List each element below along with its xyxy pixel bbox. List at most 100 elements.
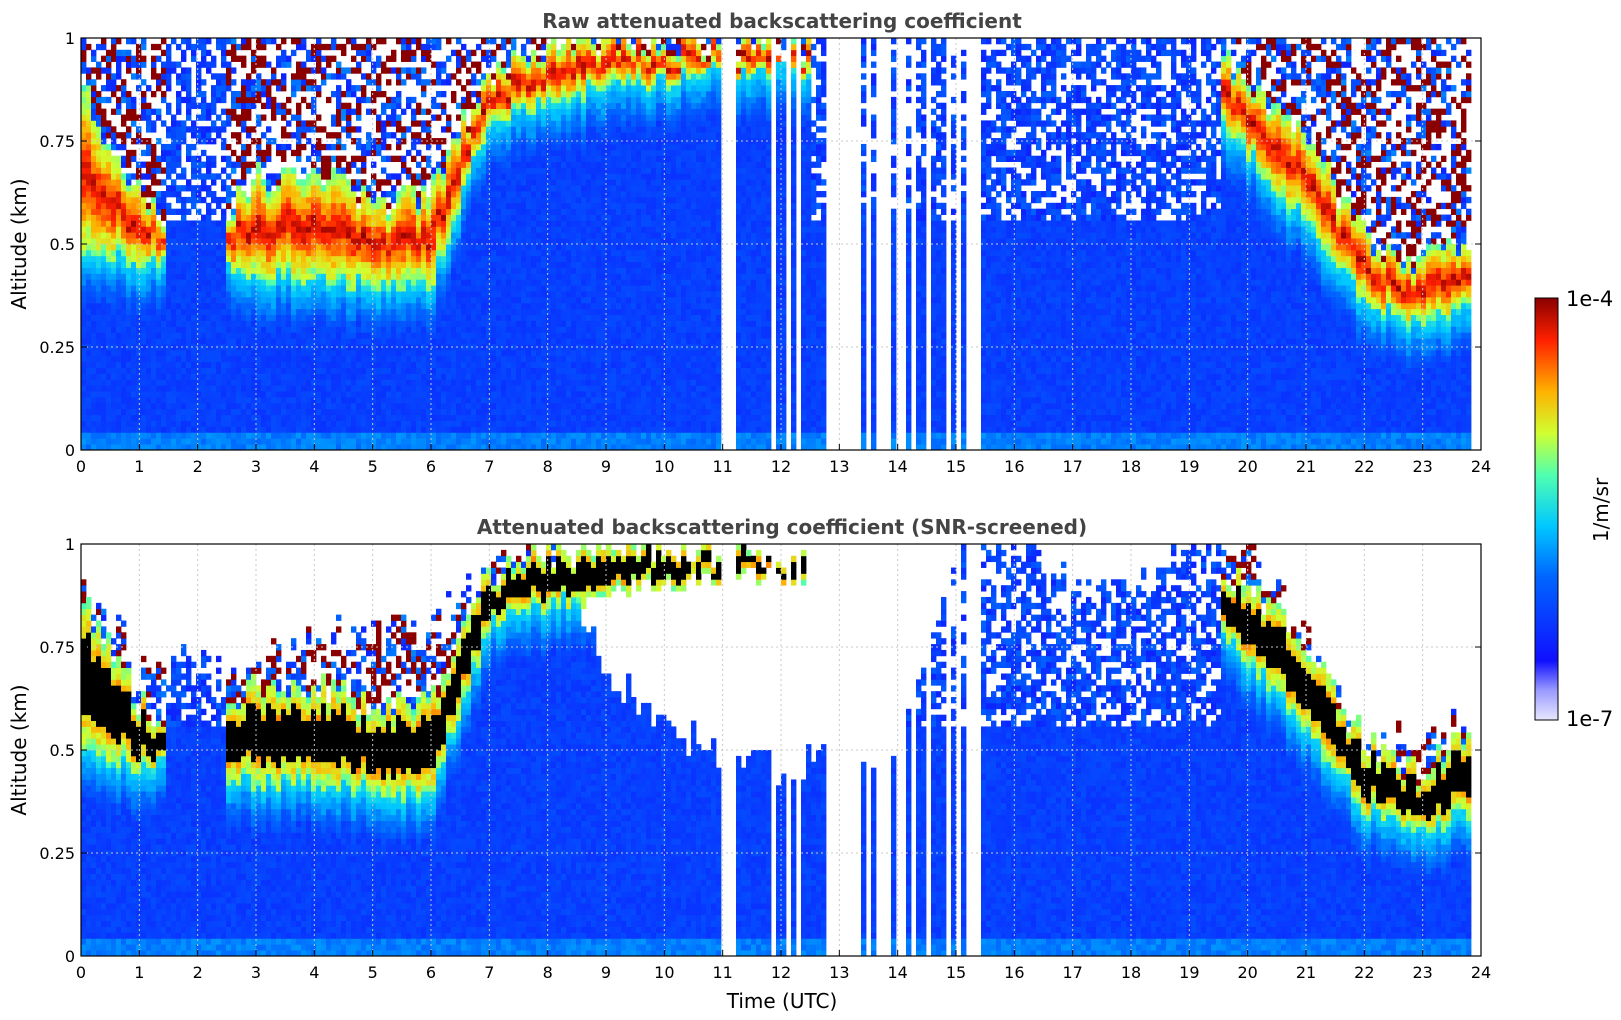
heat-cell xyxy=(456,303,461,309)
heat-cell xyxy=(351,226,356,232)
heat-cell xyxy=(471,262,476,268)
heat-cell xyxy=(236,103,241,109)
heat-cell xyxy=(81,397,86,403)
heat-cell xyxy=(431,409,436,415)
heat-cell xyxy=(461,126,466,132)
heat-cell xyxy=(486,373,491,379)
heat-cell xyxy=(301,279,306,285)
heat-cell xyxy=(196,315,201,321)
heat-cell xyxy=(356,379,361,385)
heat-cell xyxy=(166,256,171,262)
heat-cell xyxy=(186,197,191,203)
heat-cell xyxy=(326,409,331,415)
heat-cell xyxy=(471,120,476,126)
heat-cell xyxy=(336,315,341,321)
heat-cell xyxy=(321,403,326,409)
heat-cell xyxy=(196,209,201,215)
heat-cell xyxy=(161,97,166,103)
heat-cell xyxy=(246,279,251,285)
heat-cell xyxy=(166,432,171,438)
heat-cell xyxy=(451,279,456,285)
heat-cell xyxy=(216,203,221,209)
heat-cell xyxy=(106,144,111,150)
heat-cell xyxy=(81,297,86,303)
heat-cell xyxy=(486,421,491,427)
heat-cell xyxy=(191,268,196,274)
heat-cell xyxy=(216,409,221,415)
heat-cell xyxy=(101,303,106,309)
heat-cell xyxy=(111,162,116,168)
heat-cell xyxy=(421,79,426,85)
heat-cell xyxy=(336,232,341,238)
heat-cell xyxy=(261,297,266,303)
heat-cell xyxy=(181,315,186,321)
heat-cell xyxy=(96,120,101,126)
heat-cell xyxy=(266,326,271,332)
heat-cell xyxy=(421,356,426,362)
heat-cell xyxy=(271,362,276,368)
heat-cell xyxy=(196,397,201,403)
heat-cell xyxy=(431,368,436,374)
heat-cell xyxy=(141,209,146,215)
heat-cell xyxy=(181,373,186,379)
heat-cell xyxy=(271,203,276,209)
heat-cell xyxy=(401,362,406,368)
heat-cell xyxy=(206,244,211,250)
heat-cell xyxy=(106,403,111,409)
heat-cell xyxy=(446,238,451,244)
heat-cell xyxy=(101,338,106,344)
heat-cell xyxy=(366,238,371,244)
heat-cell xyxy=(306,350,311,356)
heat-cell xyxy=(406,203,411,209)
heat-cell xyxy=(466,438,471,444)
heat-cell xyxy=(81,256,86,262)
heat-cell xyxy=(326,185,331,191)
heat-cell xyxy=(336,162,341,168)
heat-cell xyxy=(321,232,326,238)
heat-cell xyxy=(156,85,161,91)
heat-cell xyxy=(201,368,206,374)
heat-cell xyxy=(256,373,261,379)
heat-cell xyxy=(281,432,286,438)
heat-cell xyxy=(406,273,411,279)
heat-cell xyxy=(291,421,296,427)
heat-cell xyxy=(446,162,451,168)
heat-cell xyxy=(381,226,386,232)
heat-cell xyxy=(466,79,471,85)
heat-cell xyxy=(461,256,466,262)
heat-cell xyxy=(376,362,381,368)
heat-cell xyxy=(106,273,111,279)
heat-cell xyxy=(406,97,411,103)
heat-cell xyxy=(286,256,291,262)
heat-cell xyxy=(101,321,106,327)
heat-cell xyxy=(311,415,316,421)
heat-cell xyxy=(451,179,456,185)
heat-cell xyxy=(311,350,316,356)
heat-cell xyxy=(416,38,421,44)
heat-cell xyxy=(476,150,481,156)
heat-cell xyxy=(356,67,361,73)
heat-cell xyxy=(491,244,496,250)
heat-cell xyxy=(406,238,411,244)
heat-cell xyxy=(226,162,231,168)
heat-cell xyxy=(411,315,416,321)
heat-cell xyxy=(201,238,206,244)
heat-cell xyxy=(371,220,376,226)
heat-cell xyxy=(291,85,296,91)
heat-cell xyxy=(336,426,341,432)
heat-cell xyxy=(286,432,291,438)
heat-cell xyxy=(476,332,481,338)
heat-cell xyxy=(326,338,331,344)
heat-cell xyxy=(176,185,181,191)
heat-cell xyxy=(151,179,156,185)
heat-cell xyxy=(436,38,441,44)
heat-cell xyxy=(306,421,311,427)
heat-cell xyxy=(346,385,351,391)
heat-cell xyxy=(396,415,401,421)
heat-cell xyxy=(111,179,116,185)
heat-cell xyxy=(286,397,291,403)
heat-cell xyxy=(271,321,276,327)
heat-cell xyxy=(446,350,451,356)
heat-cell xyxy=(321,256,326,262)
heat-cell xyxy=(421,167,426,173)
